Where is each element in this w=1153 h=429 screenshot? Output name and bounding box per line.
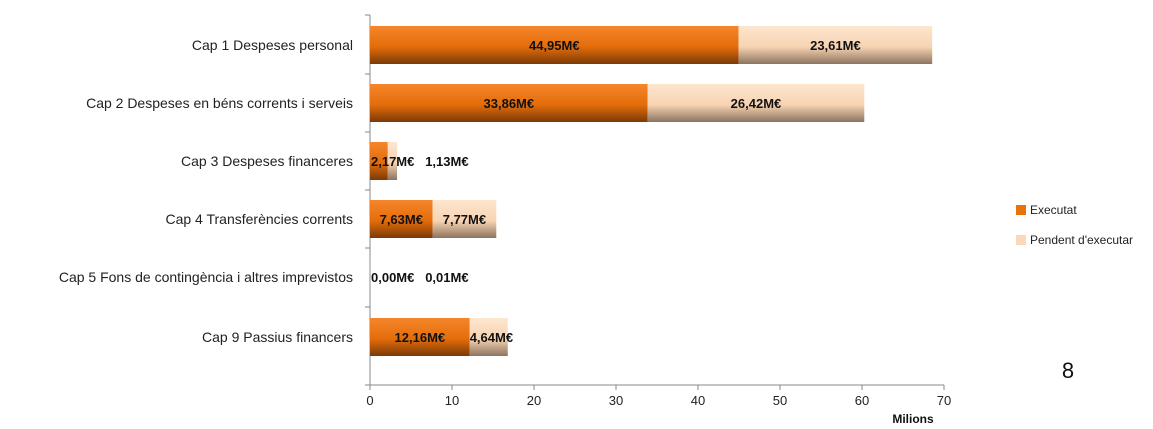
- data-label-pendent: 1,13M€: [425, 154, 468, 169]
- legend-swatch-executat: [1016, 205, 1026, 215]
- data-label-pendent: 4,64M€: [470, 330, 513, 345]
- category-label: Cap 2 Despeses en béns corrents i servei…: [86, 95, 353, 111]
- page-number: 8: [1062, 358, 1074, 383]
- bar-executat: [370, 318, 470, 356]
- x-tick-label: 50: [773, 393, 787, 408]
- bar-pendent: [647, 84, 865, 122]
- x-tick-label: 70: [937, 393, 951, 408]
- x-axis-title: Milions: [892, 412, 934, 426]
- x-tick-label: 60: [855, 393, 869, 408]
- data-label-executat: 7,63M€: [380, 212, 423, 227]
- legend: Executat Pendent d'executar: [1016, 203, 1133, 247]
- bar-pendent: [738, 26, 933, 64]
- bar-executat: [370, 26, 739, 64]
- data-label-pendent: 7,77M€: [443, 212, 486, 227]
- bar-pendent: [469, 318, 508, 356]
- data-label-executat: 2,17M€: [371, 154, 414, 169]
- data-label-executat: 12,16M€: [395, 330, 446, 345]
- x-tick-label: 10: [445, 393, 459, 408]
- x-tick-label: 20: [527, 393, 541, 408]
- bar-executat: [370, 142, 388, 180]
- data-label-pendent: 0,01M€: [425, 270, 468, 285]
- data-label-pendent: 23,61M€: [810, 38, 861, 53]
- category-label: Cap 1 Despeses personal: [192, 37, 353, 53]
- x-tick-label: 0: [366, 393, 373, 408]
- data-label-executat: 0,00M€: [371, 270, 414, 285]
- data-label-executat: 44,95M€: [529, 38, 580, 53]
- data-label-pendent: 26,42M€: [731, 96, 782, 111]
- bar-executat: [370, 200, 433, 238]
- bar-executat: [370, 84, 648, 122]
- x-tick-label: 30: [609, 393, 623, 408]
- category-label: Cap 9 Passius financers: [202, 329, 353, 345]
- legend-label: Pendent d'executar: [1030, 233, 1133, 247]
- bar-pendent: [432, 200, 497, 238]
- bar-pendent: [387, 142, 398, 180]
- legend-swatch-pendent: [1016, 235, 1026, 245]
- legend-label: Executat: [1030, 203, 1077, 217]
- x-tick-label: 40: [691, 393, 705, 408]
- category-label: Cap 3 Despeses financeres: [181, 153, 353, 169]
- category-label: Cap 5 Fons de contingència i altres impr…: [59, 269, 353, 285]
- data-label-executat: 33,86M€: [484, 96, 535, 111]
- category-label: Cap 4 Transferències corrents: [165, 211, 353, 227]
